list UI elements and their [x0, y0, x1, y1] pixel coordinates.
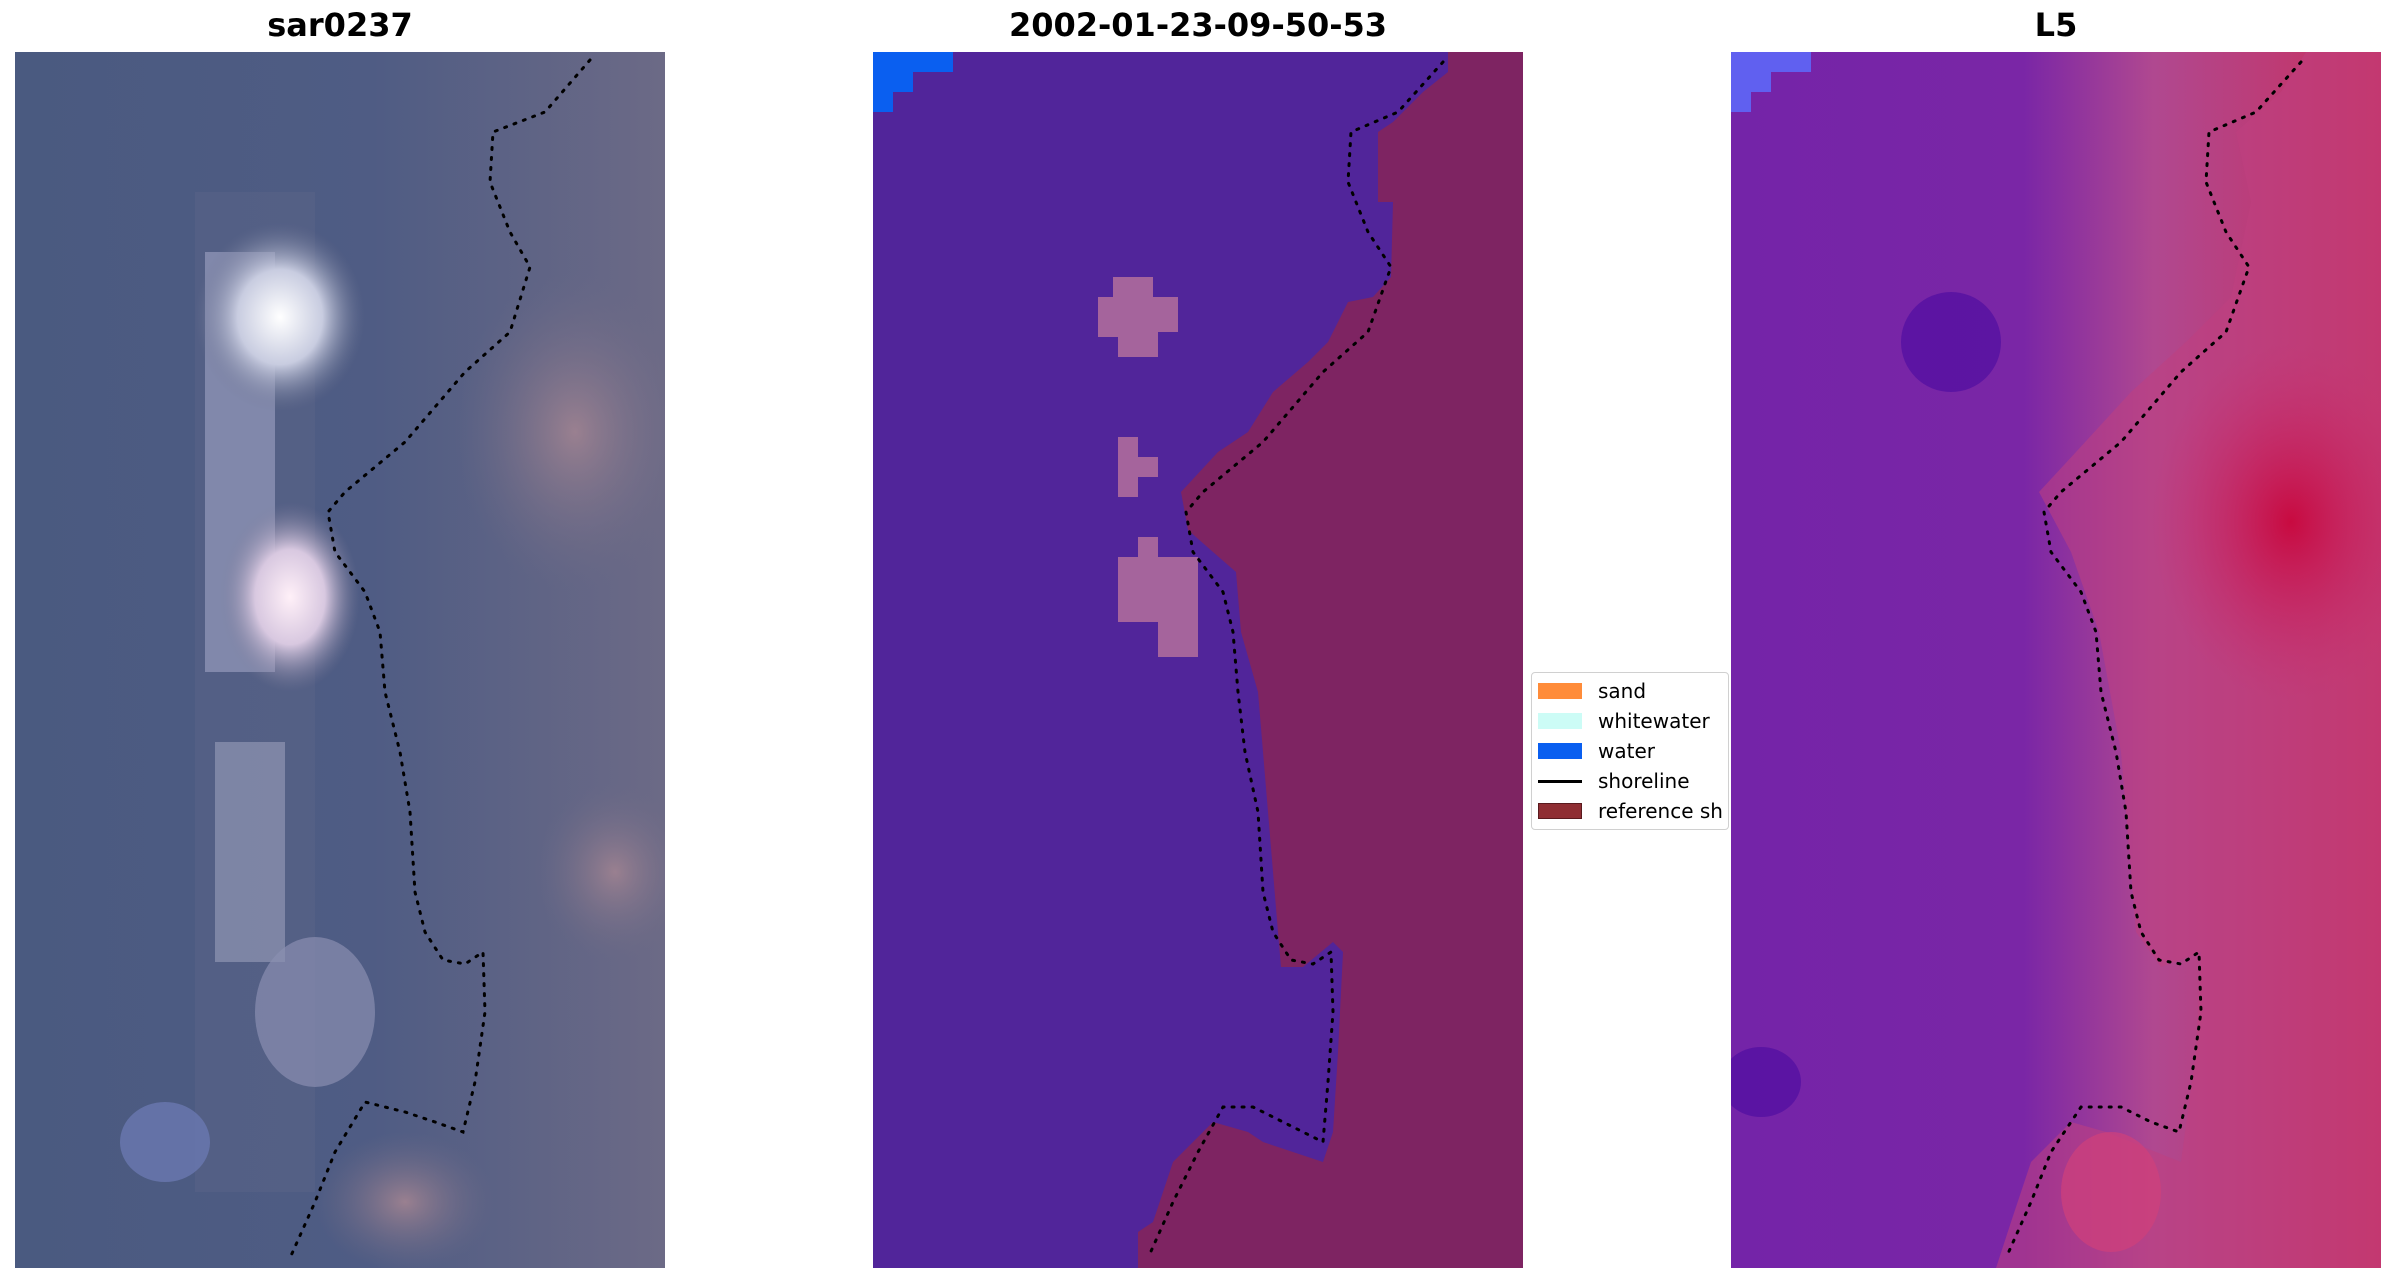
legend-label: reference sh — [1598, 799, 1723, 823]
panel-title-index: L5 — [2034, 6, 2078, 44]
legend-item-sand: sand — [1538, 679, 1646, 703]
reference-swatch — [1538, 803, 1582, 819]
water-swatch — [1538, 743, 1582, 759]
index-image — [1731, 52, 2381, 1268]
legend-label: sand — [1598, 679, 1647, 703]
rgb-image — [15, 52, 665, 1268]
legend-label: whitewater — [1598, 709, 1710, 733]
whitewater-swatch — [1538, 713, 1582, 729]
shoreline-line-swatch — [1538, 779, 1582, 783]
panel-title-rgb: sar0237 — [267, 6, 413, 44]
shoreline-rgb — [288, 58, 592, 1260]
classification-image — [873, 52, 1523, 1268]
legend-label: shoreline — [1598, 769, 1690, 793]
rgb-image-panel — [15, 52, 665, 1268]
shoreline-classification — [1146, 60, 1445, 1260]
classification-panel — [873, 52, 1523, 1268]
legend-item-water: water — [1538, 739, 1655, 763]
legend-item-shoreline: shoreline — [1538, 769, 1690, 793]
legend-label: water — [1598, 739, 1655, 763]
sand-swatch — [1538, 683, 1582, 699]
legend-item-reference-shoreline: reference sh — [1538, 799, 1723, 823]
legend: sand whitewater water shoreline referenc… — [1531, 672, 1729, 830]
index-panel — [1731, 52, 2381, 1268]
panel-title-classification: 2002-01-23-09-50-53 — [1008, 6, 1388, 44]
legend-item-whitewater: whitewater — [1538, 709, 1710, 733]
